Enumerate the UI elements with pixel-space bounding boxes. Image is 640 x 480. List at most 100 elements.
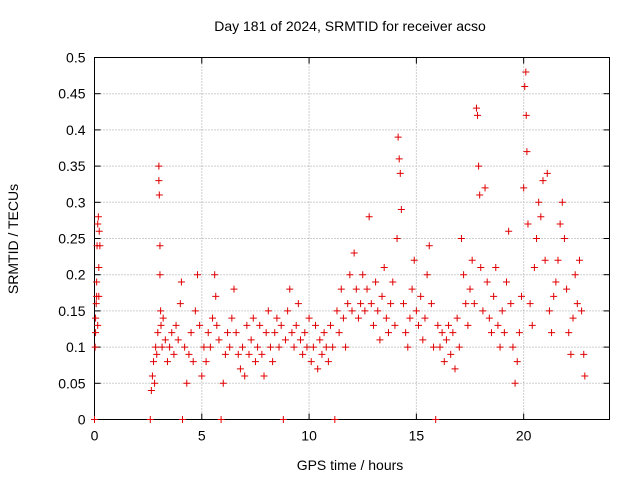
data-point <box>380 263 388 271</box>
data-point <box>363 285 371 293</box>
data-point <box>213 321 221 329</box>
data-point <box>309 343 317 351</box>
data-point <box>483 278 491 286</box>
y-tick-label: 0.35 <box>58 158 85 174</box>
data-point <box>365 213 373 221</box>
data-point <box>419 336 427 344</box>
data-point <box>305 314 313 322</box>
data-point <box>236 365 244 373</box>
data-point <box>264 307 272 315</box>
data-point <box>404 343 412 351</box>
y-tick-label: 0.3 <box>66 194 86 210</box>
data-point <box>528 321 536 329</box>
data-point <box>183 379 191 387</box>
data-point <box>320 329 328 337</box>
axis-ticks: 0 0.05 0.1 0.15 0.2 0.25 0.3 0.35 0.4 0.45 0.5 0 5 10… <box>58 50 610 444</box>
data-point <box>187 329 195 337</box>
data-point <box>94 213 102 221</box>
data-point <box>212 292 220 300</box>
data-point <box>359 271 367 279</box>
data-point <box>286 285 294 293</box>
y-tick-label: 0 <box>78 412 86 428</box>
data-point <box>567 350 575 358</box>
data-point <box>157 307 165 315</box>
data-point <box>395 155 403 163</box>
data-point <box>297 336 304 344</box>
data-point <box>457 235 465 242</box>
data-point <box>153 350 161 358</box>
data-point <box>445 321 453 329</box>
data-point <box>327 321 335 329</box>
data-point <box>168 329 176 337</box>
data-point <box>176 300 184 308</box>
data-point <box>378 292 386 300</box>
data-point <box>558 198 566 206</box>
data-point <box>496 343 504 351</box>
data-point <box>548 329 556 337</box>
data-point <box>474 111 482 119</box>
data-point <box>150 358 158 366</box>
data-point <box>239 343 247 351</box>
data-point <box>146 416 154 423</box>
data-point <box>472 104 480 112</box>
data-point <box>191 307 199 315</box>
data-point <box>479 307 487 315</box>
data-point <box>430 343 438 351</box>
data-point <box>490 292 498 300</box>
data-point <box>155 162 163 170</box>
data-point <box>281 336 289 344</box>
data-point <box>361 307 369 315</box>
data-point <box>185 350 193 358</box>
data-point <box>200 343 208 351</box>
data-point <box>234 350 242 358</box>
data-point <box>397 206 405 214</box>
grid-lines <box>94 57 610 420</box>
data-point <box>451 365 459 373</box>
y-tick-label: 0.4 <box>66 122 86 138</box>
data-point <box>177 278 185 286</box>
data-point <box>485 314 493 322</box>
data-point <box>174 336 182 344</box>
data-point <box>333 307 341 315</box>
data-point <box>462 300 470 308</box>
data-point <box>494 321 502 329</box>
data-point <box>342 343 350 351</box>
data-point <box>301 329 309 337</box>
data-point <box>539 177 547 185</box>
data-point <box>178 416 186 423</box>
data-point <box>156 271 164 279</box>
data-point <box>232 329 240 337</box>
data-point <box>339 314 347 322</box>
data-point <box>541 256 549 264</box>
data-point <box>166 343 174 351</box>
data-point <box>580 350 588 358</box>
data-point <box>406 314 414 322</box>
data-point <box>427 300 435 308</box>
data-point <box>161 336 169 344</box>
data-point <box>211 271 219 279</box>
data-point <box>94 321 102 329</box>
data-point <box>475 162 483 170</box>
data-point <box>573 300 581 308</box>
data-point <box>202 358 210 366</box>
data-point <box>522 68 530 76</box>
data-point <box>396 169 404 177</box>
data-point <box>389 278 397 286</box>
data-point <box>316 336 324 344</box>
data-point <box>515 329 523 337</box>
data-point <box>277 321 285 329</box>
data-point <box>219 379 227 387</box>
data-point <box>481 184 489 192</box>
y-tick-label: 0.1 <box>66 339 86 355</box>
data-point <box>157 321 165 329</box>
data-point <box>337 285 345 293</box>
data-point <box>535 198 543 206</box>
x-tick-label: 20 <box>516 428 532 444</box>
x-axis-label: GPS time / hours <box>297 457 404 473</box>
data-point <box>530 263 538 271</box>
data-point <box>152 343 160 351</box>
data-point <box>206 343 214 351</box>
data-point <box>565 329 573 337</box>
data-point <box>556 220 564 228</box>
